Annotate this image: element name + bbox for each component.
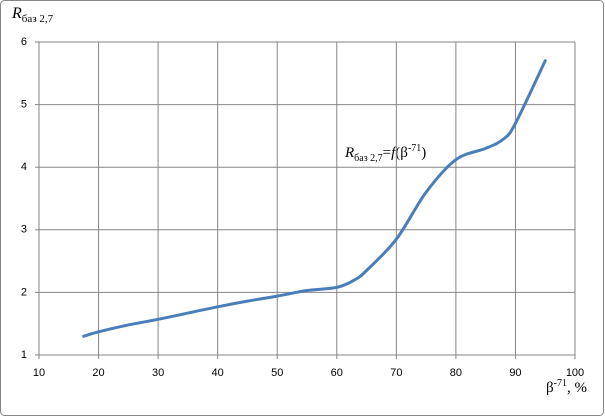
y-title-sub: баз 2,7: [22, 13, 54, 25]
x-tick-label: 30: [152, 367, 164, 379]
x-tick-label: 40: [212, 367, 224, 379]
x-title-main: β: [546, 380, 554, 396]
annotation: Rбаз 2,7=f(β-71): [344, 143, 426, 164]
y-axis-title: Rбаз 2,7: [11, 5, 54, 25]
y-tick-label: 6: [21, 36, 27, 48]
x-tick-label: 100: [566, 367, 584, 379]
y-title-main: R: [11, 5, 22, 22]
annotation-f: f: [391, 145, 397, 161]
x-tick-label: 20: [92, 367, 104, 379]
x-title-sup: -71: [554, 378, 567, 389]
x-tick-label: 90: [509, 367, 521, 379]
annotation-sup: -71: [408, 143, 421, 154]
y-tick-label: 5: [21, 99, 27, 111]
x-tick-label: 50: [271, 367, 283, 379]
annotation-close: ): [421, 145, 426, 161]
annotation-r: R: [344, 145, 354, 161]
y-tick-label: 2: [21, 286, 27, 298]
x-tick-label: 60: [331, 367, 343, 379]
x-tick-label: 10: [33, 367, 45, 379]
line-series: [82, 59, 547, 338]
annotation-sub: баз 2,7: [354, 153, 382, 164]
annotation-open: (β: [395, 145, 408, 161]
y-tick-label: 4: [21, 161, 27, 173]
x-tick-label: 80: [450, 367, 462, 379]
x-title-unit: , %: [567, 380, 587, 396]
y-tick-label: 1: [21, 349, 27, 361]
x-axis-title: β-71, %: [546, 378, 587, 396]
x-tick-label: 70: [390, 367, 402, 379]
annotation-eq: =: [383, 145, 391, 161]
y-tick-label: 3: [21, 224, 27, 236]
